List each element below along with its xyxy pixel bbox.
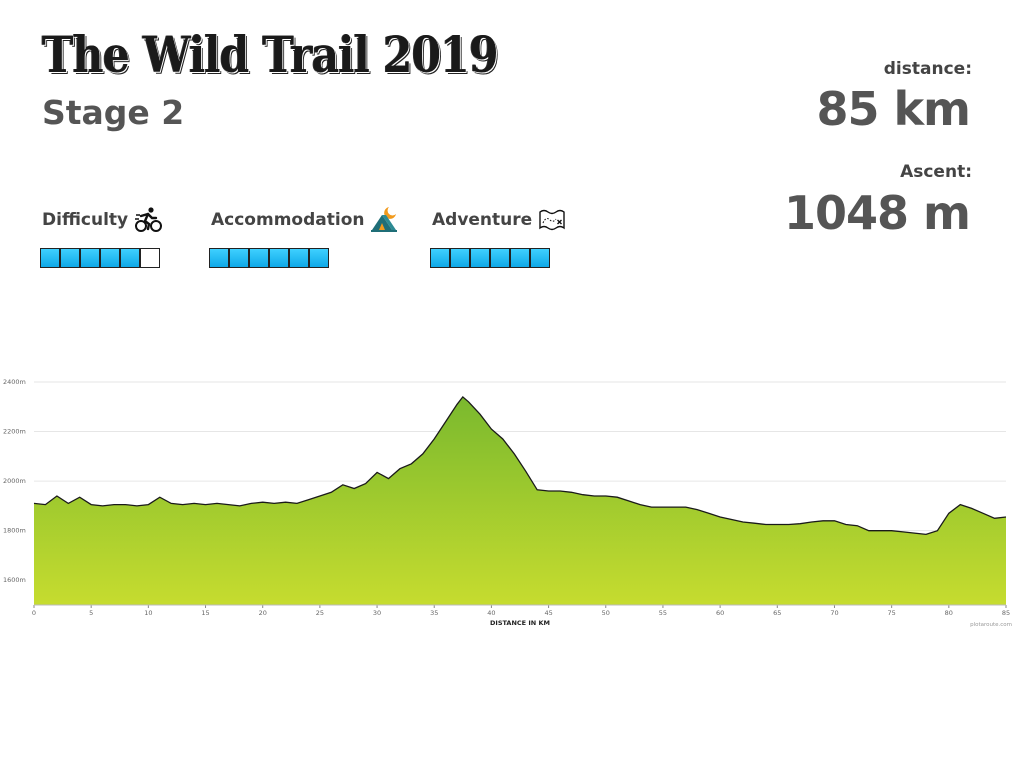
x-tick-label: 20 — [259, 609, 267, 617]
x-tick-label: 75 — [888, 609, 896, 617]
tent-moon-icon — [370, 206, 398, 234]
x-tick-label: 10 — [144, 609, 152, 617]
cyclist-icon — [134, 206, 163, 234]
x-tick-label: 30 — [373, 609, 381, 617]
rating-segment — [431, 249, 449, 267]
difficulty-label: Difficulty — [42, 210, 129, 230]
y-tick-label: 2200m — [3, 428, 26, 436]
y-tick-label: 2400m — [3, 378, 26, 386]
x-tick-label: 70 — [830, 609, 838, 617]
accommodation-label: Accommodation — [211, 210, 365, 230]
x-tick-label: 45 — [544, 609, 552, 617]
ascent-label: Ascent: — [900, 162, 972, 182]
rating-segment — [81, 249, 99, 267]
x-tick-label: 50 — [602, 609, 610, 617]
adventure-label: Adventure — [432, 210, 533, 230]
difficulty-rating: Difficulty — [40, 205, 163, 268]
rating-segment — [471, 249, 489, 267]
elevation-line — [33, 395, 1007, 536]
rating-segment — [491, 249, 509, 267]
x-tick-label: 15 — [201, 609, 209, 617]
rating-segment — [451, 249, 469, 267]
y-tick-label: 1800m — [3, 527, 26, 535]
x-tick-label: 65 — [773, 609, 781, 617]
rating-segment — [511, 249, 529, 267]
y-tick-label: 1600m — [3, 576, 26, 584]
y-tick-label: 2000m — [3, 477, 26, 485]
rating-segment — [121, 249, 139, 267]
elevation-area — [34, 396, 1006, 605]
elevation-profile-chart: 1600m 1800m 2000m 2200m 2400m 0 5 10 15 20 25 30 35 4… — [3, 378, 1012, 628]
rating-segment — [101, 249, 119, 267]
x-tick-label: 60 — [716, 609, 724, 617]
x-tick-label: 80 — [945, 609, 953, 617]
rating-segment — [270, 249, 288, 267]
accommodation-rating: Accommodation — [209, 205, 398, 268]
rating-segment — [41, 249, 59, 267]
rating-segment — [230, 249, 248, 267]
distance-label: distance: — [883, 59, 972, 79]
stage-subtitle: Stage 2 — [42, 93, 185, 132]
x-tick-label: 85 — [1002, 609, 1010, 617]
ascent-value: 1048 m — [784, 186, 971, 240]
chart-credit: plotaroute.com — [970, 622, 1012, 628]
page-title: The Wild Trail 2019 — [42, 25, 499, 84]
distance-value: 85 km — [816, 82, 971, 136]
x-tick-label: 55 — [659, 609, 667, 617]
x-tick-label: 5 — [89, 609, 93, 617]
rating-segment — [310, 249, 328, 267]
x-axis-title: DISTANCE IN KM — [490, 619, 550, 627]
x-tick-label: 40 — [487, 609, 495, 617]
rating-segment — [141, 249, 159, 267]
x-tick-label: 25 — [316, 609, 324, 617]
adventure-rating: Adventure — [430, 205, 566, 268]
treasure-map-icon — [538, 206, 566, 234]
difficulty-bar — [40, 248, 160, 268]
rating-segment — [210, 249, 228, 267]
accommodation-bar — [209, 248, 329, 268]
rating-segment — [61, 249, 79, 267]
adventure-bar — [430, 248, 550, 268]
x-tick-label: 35 — [430, 609, 438, 617]
rating-segment — [531, 249, 549, 267]
rating-segment — [290, 249, 308, 267]
x-tick-label: 0 — [32, 609, 36, 617]
rating-segment — [250, 249, 268, 267]
